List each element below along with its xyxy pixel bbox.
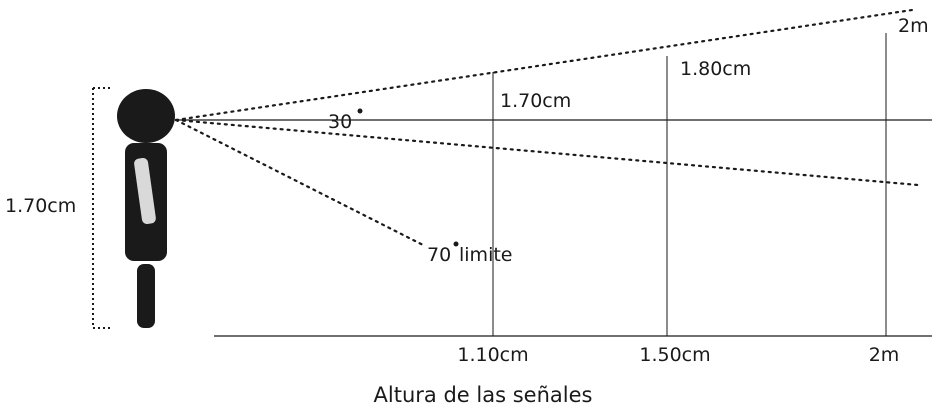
marker-3-bottom-label: 2m [869,344,900,366]
marker-1-top-label: 1.70cm [500,90,571,112]
vertical-marker-1: 1.70cm 1.10cm [457,72,571,366]
marker-3-top-label: 2m [898,15,929,37]
vertical-marker-2: 1.80cm 1.50cm [639,56,751,366]
marker-1-bottom-label: 1.10cm [457,344,528,366]
lower-sightline [174,118,427,248]
lower-angle-label: 70 [427,244,451,266]
sight-lines [174,8,920,248]
person-height-label: 1.70cm [5,195,76,217]
vertical-marker-3: 2m 2m [869,15,929,366]
height-bracket [92,87,112,329]
person-head [117,89,175,143]
axis-caption: Altura de las señales [374,383,593,407]
upper-angle-label: 30 [328,111,352,133]
upper-angle-degree-dot [357,108,363,114]
middle-sightline [174,118,920,187]
person-legs [137,264,155,328]
marker-2-bottom-label: 1.50cm [639,344,710,366]
lower-angle-degree-dot [453,241,459,247]
person-figure [117,89,175,328]
lower-angle-suffix: limite [459,244,512,266]
marker-2-top-label: 1.80cm [680,58,751,80]
person-arm-highlight [134,157,156,225]
upper-sightline [174,8,914,122]
